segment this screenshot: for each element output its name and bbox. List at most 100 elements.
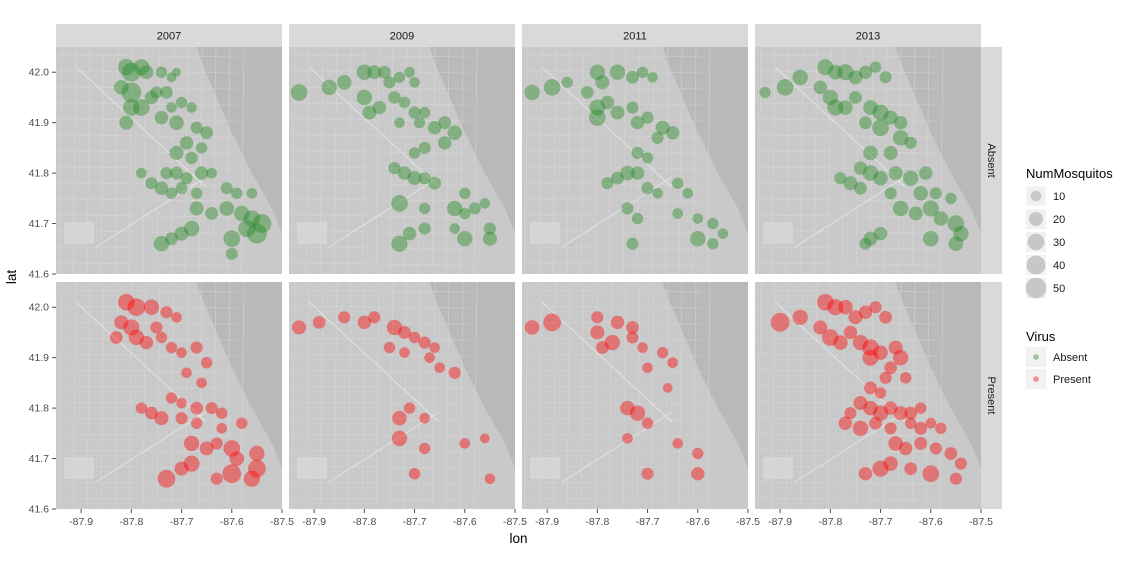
legend-key [1026,347,1046,367]
map-street [55,118,237,122]
points-2013-absent [759,59,969,252]
data-point [626,321,639,334]
data-point [595,341,609,354]
map-street [521,289,703,293]
data-point [935,422,947,434]
map-street [288,182,470,186]
x-tick-label: -87.5 [736,516,760,528]
data-point [154,181,169,195]
map-street [608,281,613,510]
legend-size-symbol [1027,233,1045,251]
map-street [288,305,470,309]
data-point [154,110,169,125]
x-tick-label: -87.6 [686,516,710,528]
map-street [664,46,669,275]
map-street [521,369,703,373]
map-street [361,281,366,510]
data-point [892,200,909,217]
map-street [170,46,175,275]
data-point [884,187,897,200]
map-street [827,46,832,275]
map-street [939,281,944,510]
map-highway [541,66,673,188]
data-point [123,319,140,336]
map-street [347,46,352,275]
map-street [459,46,464,275]
data-point [626,101,639,114]
legend-size-symbol [1028,211,1044,227]
map-lake [662,282,748,469]
data-point [933,211,949,226]
map-highway [561,411,673,483]
data-point [620,400,635,416]
x-tick-label: -87.8 [352,516,376,528]
data-point [873,345,888,360]
map-street [184,46,189,275]
data-point [859,116,872,130]
data-point [378,65,391,79]
map-street [521,246,703,250]
data-point [114,315,129,330]
map-street [288,433,470,437]
data-point [482,231,497,246]
data-point [631,146,644,159]
data-point [447,125,463,141]
map-street [184,281,189,510]
map-street [754,118,936,122]
data-point [524,84,540,101]
data-point [630,115,645,130]
data-point [200,126,214,140]
map-street [754,214,936,218]
map-lake [196,47,282,234]
map-street [55,433,237,437]
map-street [521,166,703,170]
data-point [858,305,873,319]
map-street [841,46,846,275]
data-point [630,166,645,180]
data-point [873,170,888,186]
map-street [55,150,237,154]
data-point [863,145,878,161]
map-street [288,166,470,170]
data-point [150,86,163,99]
data-point [236,417,248,429]
data-point [948,236,964,252]
data-point [448,366,461,379]
data-point [419,412,430,424]
map-street [361,46,366,275]
data-point [165,232,178,246]
data-point [312,315,326,329]
map-street [55,417,237,421]
data-point [817,59,834,76]
map-street [911,281,916,510]
map-street [678,46,683,275]
x-tick-label: -87.6 [453,516,477,528]
data-point [437,136,452,150]
map-street [55,497,237,501]
map-background [521,281,748,510]
map-street [521,214,703,218]
map-street [636,46,641,275]
map-street [521,182,703,186]
data-point [449,223,461,234]
map-street [754,246,936,250]
data-point [848,310,863,325]
data-point [195,142,208,154]
data-point [641,417,654,429]
legend-key [1026,278,1046,298]
map-highway [794,411,906,483]
data-point [176,397,187,409]
map-street [754,337,936,341]
map-street [521,417,703,421]
map-street [55,198,237,202]
data-point [356,64,373,80]
data-point [190,401,204,415]
data-point [391,235,408,252]
data-point [953,225,969,242]
map-street [897,46,902,275]
map-lake [196,282,282,469]
map-street [55,182,237,186]
map-street [288,214,470,218]
data-point [690,230,706,247]
